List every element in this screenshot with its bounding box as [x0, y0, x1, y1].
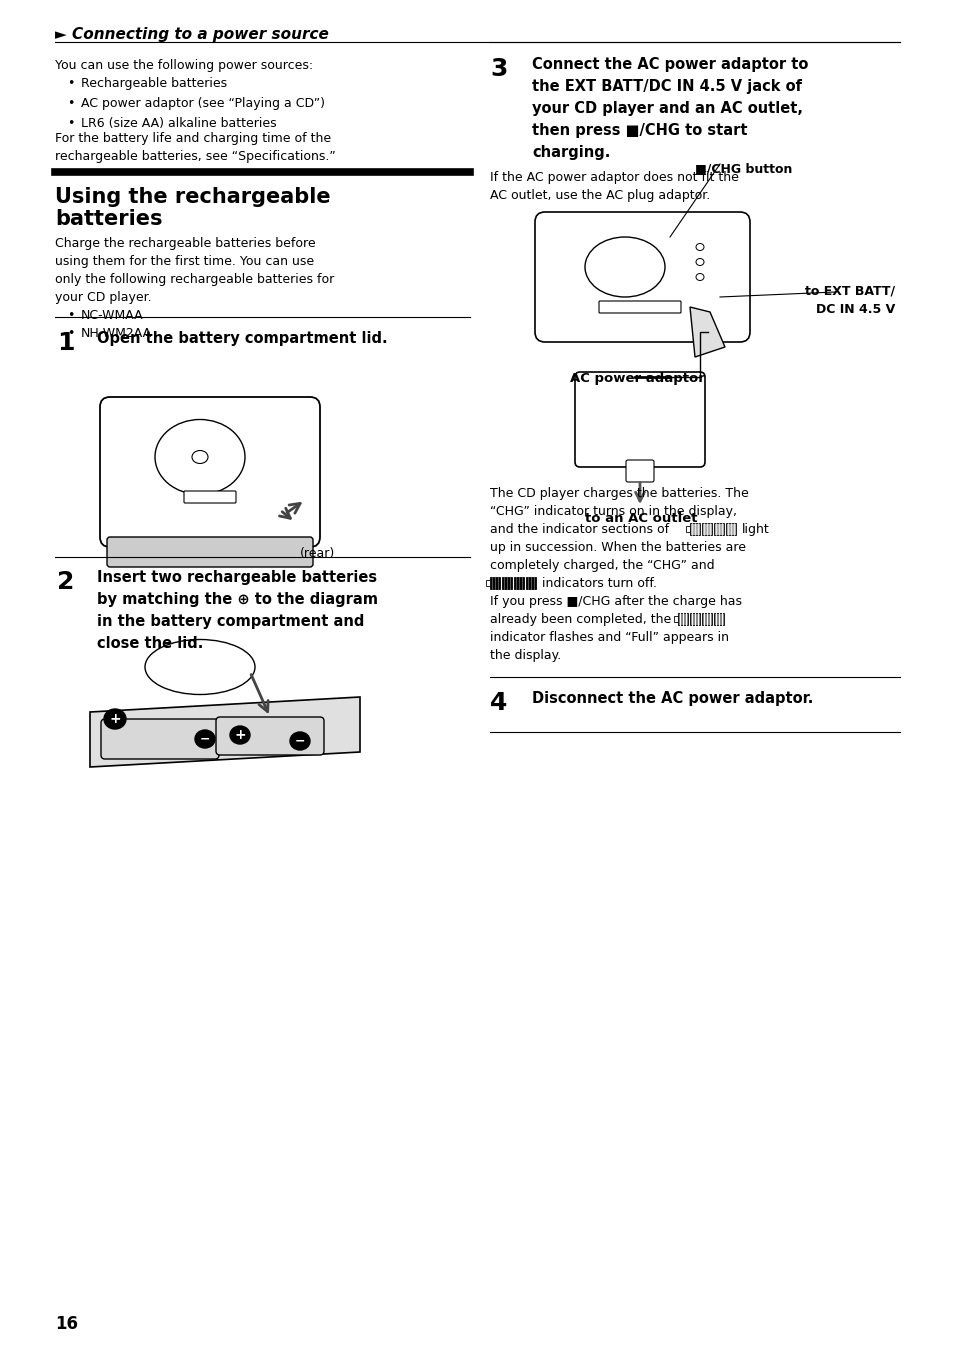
Text: The CD player charges the batteries. The: The CD player charges the batteries. The	[490, 487, 748, 499]
Text: Using the rechargeable: Using the rechargeable	[55, 187, 331, 208]
Text: your CD player.: your CD player.	[55, 290, 152, 304]
Text: then press ■/CHG to start: then press ■/CHG to start	[532, 123, 747, 138]
FancyBboxPatch shape	[713, 613, 723, 626]
Text: −: −	[199, 733, 210, 745]
Text: the EXT BATT/DC IN 4.5 V jack of: the EXT BATT/DC IN 4.5 V jack of	[532, 79, 801, 94]
Ellipse shape	[290, 731, 310, 750]
FancyBboxPatch shape	[485, 579, 490, 586]
Ellipse shape	[145, 639, 254, 695]
Text: to EXT BATT/: to EXT BATT/	[804, 285, 894, 299]
Ellipse shape	[696, 274, 703, 281]
Text: indicator flashes and “Full” appears in: indicator flashes and “Full” appears in	[490, 631, 728, 645]
Text: by matching the ⊕ to the diagram: by matching the ⊕ to the diagram	[97, 592, 377, 607]
Ellipse shape	[230, 726, 250, 744]
Text: up in succession. When the batteries are: up in succession. When the batteries are	[490, 541, 745, 554]
Text: •: •	[67, 77, 74, 90]
FancyBboxPatch shape	[725, 522, 735, 535]
Text: ► Connecting to a power source: ► Connecting to a power source	[55, 27, 329, 42]
FancyBboxPatch shape	[575, 372, 704, 467]
FancyBboxPatch shape	[625, 460, 654, 482]
FancyBboxPatch shape	[689, 522, 700, 535]
FancyBboxPatch shape	[514, 577, 523, 589]
Text: 1: 1	[57, 331, 74, 356]
Text: •: •	[67, 117, 74, 130]
FancyBboxPatch shape	[215, 716, 324, 754]
Text: •: •	[67, 96, 74, 110]
FancyBboxPatch shape	[107, 537, 313, 567]
Text: Insert two rechargeable batteries: Insert two rechargeable batteries	[97, 570, 376, 585]
Ellipse shape	[696, 243, 703, 251]
Text: to an AC outlet: to an AC outlet	[584, 512, 697, 525]
Text: and the indicator sections of: and the indicator sections of	[490, 522, 668, 536]
Text: −: −	[294, 734, 305, 748]
Text: “CHG” indicator turns on in the display,: “CHG” indicator turns on in the display,	[490, 505, 737, 518]
Polygon shape	[689, 307, 724, 357]
Text: LR6 (size AA) alkaline batteries: LR6 (size AA) alkaline batteries	[81, 117, 276, 130]
Text: For the battery life and charging time of the: For the battery life and charging time o…	[55, 132, 331, 145]
FancyBboxPatch shape	[525, 577, 536, 589]
Ellipse shape	[104, 708, 126, 729]
Text: already been completed, the: already been completed, the	[490, 613, 671, 626]
FancyBboxPatch shape	[100, 398, 319, 547]
FancyBboxPatch shape	[490, 577, 499, 589]
FancyBboxPatch shape	[689, 613, 700, 626]
FancyBboxPatch shape	[101, 719, 219, 759]
Text: +: +	[109, 712, 121, 726]
Text: rechargeable batteries, see “Specifications.”: rechargeable batteries, see “Specificati…	[55, 151, 335, 163]
Text: Open the battery compartment lid.: Open the battery compartment lid.	[97, 331, 387, 346]
FancyBboxPatch shape	[678, 613, 687, 626]
FancyBboxPatch shape	[701, 522, 711, 535]
Text: batteries: batteries	[55, 209, 162, 229]
Text: AC power adaptor: AC power adaptor	[569, 372, 704, 385]
Text: If you press ■/CHG after the charge has: If you press ■/CHG after the charge has	[490, 594, 741, 608]
FancyBboxPatch shape	[535, 212, 749, 342]
FancyBboxPatch shape	[713, 522, 723, 535]
Text: Disconnect the AC power adaptor.: Disconnect the AC power adaptor.	[532, 691, 813, 706]
Ellipse shape	[194, 730, 214, 748]
Text: completely charged, the “CHG” and: completely charged, the “CHG” and	[490, 559, 714, 573]
Text: •: •	[67, 309, 74, 322]
Text: using them for the first time. You can use: using them for the first time. You can u…	[55, 255, 314, 267]
Text: close the lid.: close the lid.	[97, 636, 203, 651]
Text: DC IN 4.5 V: DC IN 4.5 V	[815, 303, 894, 316]
Text: +: +	[233, 727, 246, 742]
Text: indicators turn off.: indicators turn off.	[541, 577, 657, 590]
Text: Connect the AC power adaptor to: Connect the AC power adaptor to	[532, 57, 807, 72]
Text: in the battery compartment and: in the battery compartment and	[97, 613, 364, 630]
Text: NC-WMAA: NC-WMAA	[81, 309, 144, 322]
Text: light: light	[741, 522, 769, 536]
Text: Charge the rechargeable batteries before: Charge the rechargeable batteries before	[55, 237, 315, 250]
FancyBboxPatch shape	[673, 616, 678, 622]
Text: 16: 16	[55, 1315, 78, 1333]
FancyBboxPatch shape	[685, 527, 689, 532]
Polygon shape	[90, 697, 359, 767]
Text: You can use the following power sources:: You can use the following power sources:	[55, 58, 313, 72]
Text: (rear): (rear)	[299, 547, 335, 560]
FancyBboxPatch shape	[501, 577, 512, 589]
Text: If the AC power adaptor does not fit the: If the AC power adaptor does not fit the	[490, 171, 739, 185]
Ellipse shape	[192, 451, 208, 464]
Ellipse shape	[696, 258, 703, 266]
Text: charging.: charging.	[532, 145, 610, 160]
FancyBboxPatch shape	[701, 613, 711, 626]
Text: only the following rechargeable batteries for: only the following rechargeable batterie…	[55, 273, 334, 286]
Text: ■/CHG button: ■/CHG button	[695, 161, 792, 175]
Text: 4: 4	[490, 691, 507, 715]
Text: •: •	[67, 327, 74, 341]
Text: Rechargeable batteries: Rechargeable batteries	[81, 77, 227, 90]
Text: the display.: the display.	[490, 649, 560, 662]
Ellipse shape	[584, 237, 664, 297]
Text: your CD player and an AC outlet,: your CD player and an AC outlet,	[532, 100, 802, 115]
Text: NH-WM2AA: NH-WM2AA	[81, 327, 152, 341]
Text: AC power adaptor (see “Playing a CD”): AC power adaptor (see “Playing a CD”)	[81, 96, 325, 110]
Text: AC outlet, use the AC plug adaptor.: AC outlet, use the AC plug adaptor.	[490, 189, 709, 202]
FancyBboxPatch shape	[598, 301, 680, 313]
Text: 3: 3	[490, 57, 507, 81]
FancyBboxPatch shape	[184, 491, 235, 503]
Ellipse shape	[154, 419, 245, 494]
Text: 2: 2	[57, 570, 74, 594]
